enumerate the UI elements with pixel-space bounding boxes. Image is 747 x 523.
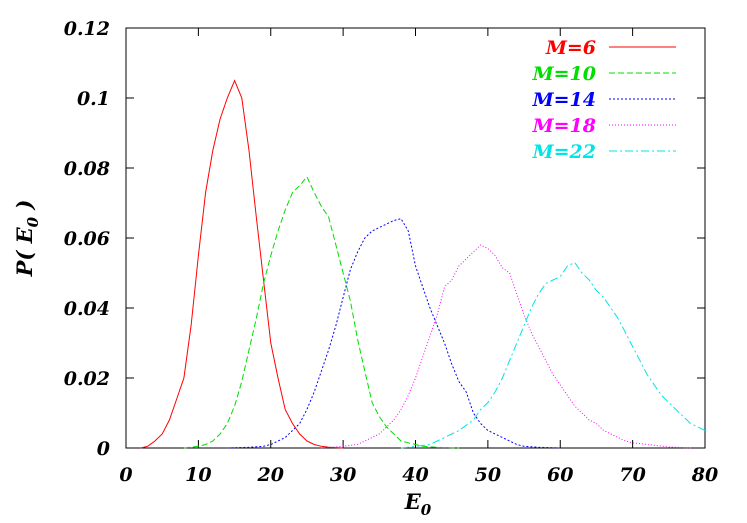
y-axis-title-prefix: P( E [12,226,37,277]
series-line-m-18 [321,244,691,449]
y-tick-label: 0.08 [64,158,110,180]
series-line-m-22 [400,261,706,449]
chart-legend: M=6 M=10 M=14 M=18 M=22 [532,37,676,163]
y-tick-label: 0.1 [77,88,110,110]
plot-frame [125,27,706,449]
x-tick-label: 60 [547,464,573,486]
x-tick-label: 40 [402,464,428,486]
y-tick-label: 0.12 [64,18,110,40]
y-tick-label: 0.06 [64,228,110,250]
plot-series [140,79,706,449]
x-axis-title: E0 [404,489,432,519]
y-tick-label: 0.02 [64,368,110,390]
legend-label: M=18 [532,115,596,137]
legend-label: M=14 [532,89,596,111]
x-axis-title-subscript: 0 [421,501,432,519]
series-line-m-14 [227,218,561,449]
plot-axes: 0 10 20 30 40 50 60 70 80 0 0.02 0.04 0.06 0.08 0.1 0.1… [64,18,719,486]
x-tick-label: 10 [185,464,211,486]
x-axis-title-main: E [404,489,422,514]
y-axis-title-subscript: 0 [24,216,42,227]
x-tick-label: 30 [330,464,356,486]
legend-label: M=6 [545,37,596,59]
x-tick-label: 0 [119,464,132,486]
y-tick-label: 0.04 [64,298,110,320]
legend-label: M=10 [532,63,596,85]
series-line-m-10 [183,175,459,449]
series-line-m-6 [140,79,344,449]
x-tick-label: 70 [619,464,645,486]
y-axis-title-suffix: ) [12,200,37,217]
legend-label: M=22 [532,141,596,163]
y-axis-title: P( E0 ) [12,200,42,278]
x-tick-label: 80 [691,464,718,486]
y-tick-label: 0 [97,438,110,460]
x-tick-label: 20 [257,464,284,486]
x-tick-label: 50 [475,464,501,486]
